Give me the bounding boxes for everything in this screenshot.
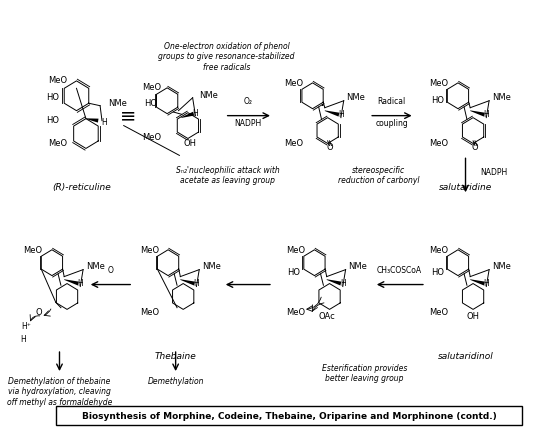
Text: NMe: NMe [86,262,105,271]
Text: NADPH: NADPH [235,118,262,127]
Bar [56,406,522,425]
Text: O: O [108,266,113,275]
Text: MeO: MeO [48,76,67,85]
Text: NMe: NMe [202,262,221,271]
Text: H: H [192,109,199,118]
Text: H: H [21,335,26,344]
Text: Radical: Radical [378,97,406,106]
Text: O: O [35,308,42,317]
Text: Esterification provides
better leaving group: Esterification provides better leaving g… [322,364,407,384]
Text: H: H [101,118,107,127]
Text: MeO: MeO [430,308,449,317]
Text: One-electron oxidation of phenol
groups to give resonance-stabilized
free radica: One-electron oxidation of phenol groups … [158,42,295,72]
Text: HO: HO [46,116,59,125]
Text: MeO: MeO [430,139,449,148]
Text: Sₙ₂'nucleophilic attack with
acetate as leaving group: Sₙ₂'nucleophilic attack with acetate as … [175,166,279,185]
Polygon shape [327,279,342,285]
Text: HO: HO [431,96,444,105]
Text: HO: HO [287,268,300,277]
Text: H: H [483,110,489,119]
Text: Thebaine: Thebaine [155,352,196,361]
Text: H: H [340,279,345,288]
Text: MeO: MeO [286,308,305,317]
Text: Demethylation: Demethylation [147,377,204,386]
Text: H: H [338,110,344,119]
Text: HO: HO [431,268,444,277]
Text: MeO: MeO [140,246,159,255]
Text: salutaridinol: salutaridinol [438,352,493,361]
Text: coupling: coupling [376,118,408,127]
Text: stereospecific
reduction of carbonyl: stereospecific reduction of carbonyl [338,166,420,185]
Text: H⁺: H⁺ [21,322,31,331]
Text: ≡: ≡ [120,106,136,125]
Text: NADPH: NADPH [481,168,508,177]
Text: MeO: MeO [142,83,162,92]
Text: O: O [326,143,333,152]
Text: ·: · [320,97,324,115]
Text: H: H [78,279,83,288]
Text: Demethylation of thebaine
via hydroxylation, cleaving
off methyl as formaldehyde: Demethylation of thebaine via hydroxylat… [7,377,112,407]
Text: HO: HO [46,93,59,102]
Polygon shape [470,110,485,117]
Text: NMe: NMe [492,262,511,271]
Text: MeO: MeO [48,139,67,148]
Text: MeO: MeO [284,79,303,88]
Polygon shape [64,279,79,285]
Polygon shape [470,279,485,285]
Polygon shape [324,110,339,117]
Text: MeO: MeO [430,246,449,255]
Text: MeO: MeO [430,79,449,88]
Text: MeO: MeO [284,139,303,148]
Text: MeO: MeO [142,133,162,142]
Text: salutaridine: salutaridine [439,183,492,192]
Text: NMe: NMe [492,93,511,102]
Text: OAc: OAc [318,312,335,321]
Text: MeO: MeO [286,246,305,255]
Text: O: O [472,143,478,152]
Text: H: H [483,279,489,288]
Text: MeO: MeO [24,246,42,255]
Text: NMe: NMe [346,93,365,102]
Text: CH₃COSCoA: CH₃COSCoA [377,266,422,275]
Text: H: H [194,279,199,288]
Polygon shape [86,118,98,123]
Text: Biosynthesis of Morphine, Codeine, Thebaine, Oriparine and Morphinone (contd.): Biosynthesis of Morphine, Codeine, Theba… [81,412,496,421]
Text: NMe: NMe [108,99,126,108]
Text: MeO: MeO [140,308,159,317]
Text: HO: HO [144,99,157,108]
Polygon shape [181,112,194,118]
Text: OH: OH [466,312,480,321]
Text: (R)-reticuline: (R)-reticuline [52,183,111,192]
Polygon shape [180,279,195,285]
Text: OH: OH [183,139,196,148]
Text: O₂: O₂ [244,97,253,106]
Text: NMe: NMe [199,91,218,100]
Text: NMe: NMe [349,262,367,271]
